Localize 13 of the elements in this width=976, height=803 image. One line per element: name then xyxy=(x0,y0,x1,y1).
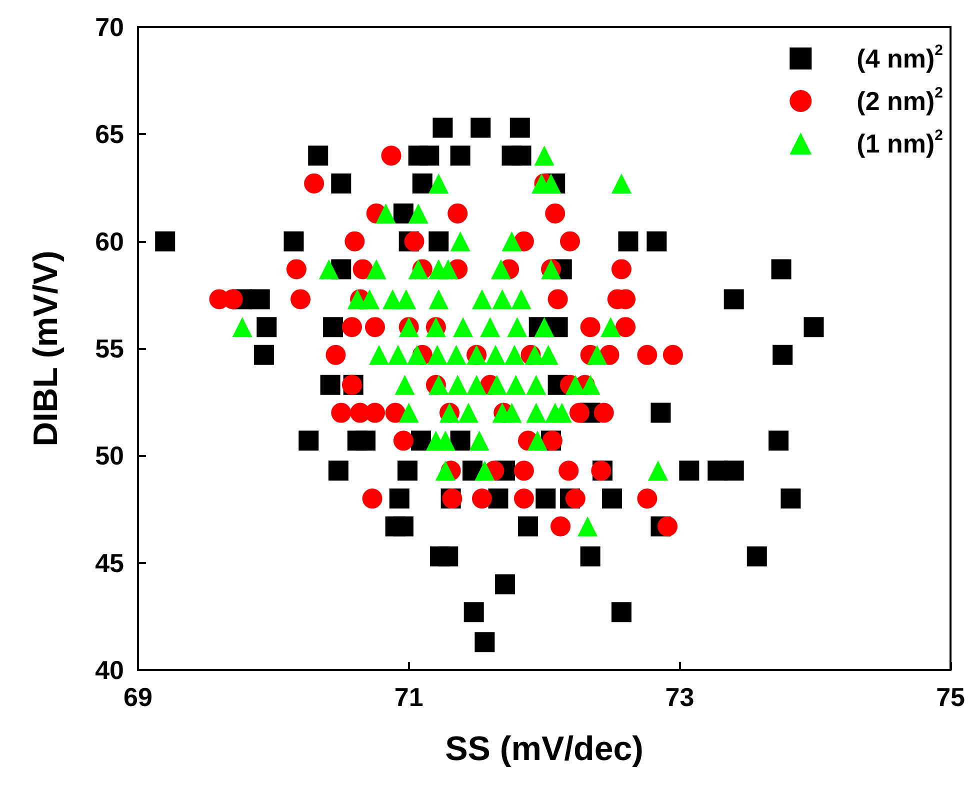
x-tick-label: 71 xyxy=(394,682,424,712)
y-tick-label: 40 xyxy=(95,655,124,685)
y-tick-label: 55 xyxy=(95,334,124,364)
y-tick-label: 60 xyxy=(95,226,124,256)
y-tick-label: 65 xyxy=(95,119,124,150)
y-tick-label: 50 xyxy=(95,440,124,471)
y-tick-label: 70 xyxy=(95,12,124,42)
y-tick-label: 45 xyxy=(95,548,124,578)
x-tick-label: 73 xyxy=(665,682,694,712)
x-tick-label: 75 xyxy=(936,682,965,712)
y-axis-title: DIBL (mV/V) xyxy=(27,250,65,446)
x-tick-label: 69 xyxy=(124,682,152,712)
x-axis-title: SS (mV/dec) xyxy=(445,730,644,768)
